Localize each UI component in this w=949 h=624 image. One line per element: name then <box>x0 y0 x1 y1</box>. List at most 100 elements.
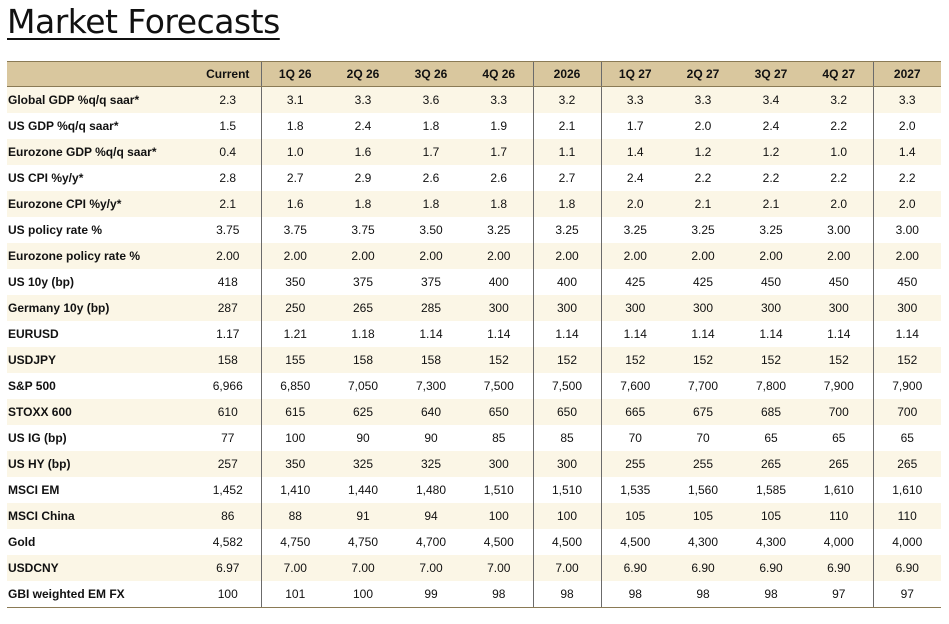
value-cell: 100 <box>465 503 533 529</box>
value-cell: 4,750 <box>329 529 397 555</box>
value-cell: 105 <box>737 503 805 529</box>
value-cell: 2.3 <box>195 86 261 113</box>
value-cell: 70 <box>669 425 737 451</box>
value-cell: 700 <box>805 399 873 425</box>
value-cell: 265 <box>805 451 873 477</box>
value-cell: 2.2 <box>805 165 873 191</box>
value-cell: 110 <box>872 503 941 529</box>
table-row: US HY (bp) 257 350 325 325 300 300 255 255 265 265… <box>7 451 941 477</box>
value-cell: 4,700 <box>397 529 465 555</box>
table-row: Global GDP %q/q saar* 2.3 3.1 3.3 3.6 3.3 3.2 3… <box>7 86 941 113</box>
table-row: US GDP %q/q saar* 1.5 1.8 2.4 1.8 1.9 2.1 1.7 2.… <box>7 113 941 139</box>
value-cell: 3.1 <box>260 86 329 113</box>
value-cell: 1.7 <box>397 139 465 165</box>
value-cell: 665 <box>600 399 669 425</box>
value-cell: 1.5 <box>195 113 261 139</box>
value-cell: 85 <box>532 425 601 451</box>
value-cell: 300 <box>465 451 533 477</box>
table-row: EURUSD 1.17 1.21 1.18 1.14 1.14 1.14 1.14 1.14 1.… <box>7 321 941 347</box>
row-label: STOXX 600 <box>7 399 195 425</box>
value-cell: 90 <box>397 425 465 451</box>
value-cell: 2.00 <box>805 243 873 269</box>
value-cell: 158 <box>329 347 397 373</box>
value-cell: 3.2 <box>805 86 873 113</box>
value-cell: 7,050 <box>329 373 397 399</box>
value-cell: 2.00 <box>397 243 465 269</box>
value-cell: 700 <box>872 399 941 425</box>
value-cell: 98 <box>532 581 601 608</box>
value-cell: 3.75 <box>195 217 261 243</box>
value-cell: 152 <box>600 347 669 373</box>
column-header-3q26: 3Q 26 <box>397 61 465 87</box>
row-label: USDCNY <box>7 555 195 581</box>
value-cell: 1.14 <box>737 321 805 347</box>
value-cell: 1.8 <box>397 191 465 217</box>
value-cell: 1.18 <box>329 321 397 347</box>
value-cell: 85 <box>465 425 533 451</box>
value-cell: 2.00 <box>532 243 601 269</box>
value-cell: 300 <box>805 295 873 321</box>
column-header-1q26: 1Q 26 <box>260 61 329 87</box>
value-cell: 2.0 <box>872 113 941 139</box>
value-cell: 2.00 <box>465 243 533 269</box>
value-cell: 650 <box>532 399 601 425</box>
value-cell: 265 <box>329 295 397 321</box>
table-row: Eurozone GDP %q/q saar* 0.4 1.0 1.6 1.7 1.7 1.… <box>7 139 941 165</box>
row-label: MSCI EM <box>7 477 195 503</box>
value-cell: 88 <box>260 503 329 529</box>
value-cell: 77 <box>195 425 261 451</box>
value-cell: 1,610 <box>872 477 941 503</box>
column-header-2027: 2027 <box>872 61 941 87</box>
value-cell: 285 <box>397 295 465 321</box>
value-cell: 6.97 <box>195 555 261 581</box>
column-header-2q26: 2Q 26 <box>329 61 397 87</box>
value-cell: 1.0 <box>260 139 329 165</box>
value-cell: 3.3 <box>600 86 669 113</box>
value-cell: 4,000 <box>805 529 873 555</box>
row-label: US policy rate % <box>7 217 195 243</box>
column-header-2026: 2026 <box>532 61 601 87</box>
value-cell: 3.25 <box>669 217 737 243</box>
table-header-row: Current 1Q 26 2Q 26 3Q 26 4Q 26 2026 1Q … <box>7 61 941 87</box>
value-cell: 3.4 <box>737 86 805 113</box>
value-cell: 2.00 <box>600 243 669 269</box>
value-cell: 400 <box>465 269 533 295</box>
value-cell: 625 <box>329 399 397 425</box>
value-cell: 1.6 <box>260 191 329 217</box>
table-row: US IG (bp) 77 100 90 90 85 85 70 70 65 65 65 <box>7 425 941 451</box>
value-cell: 1.7 <box>600 113 669 139</box>
value-cell: 98 <box>600 581 669 608</box>
value-cell: 4,500 <box>532 529 601 555</box>
value-cell: 675 <box>669 399 737 425</box>
row-label: US 10y (bp) <box>7 269 195 295</box>
value-cell: 300 <box>465 295 533 321</box>
value-cell: 2.9 <box>329 165 397 191</box>
value-cell: 152 <box>737 347 805 373</box>
value-cell: 2.00 <box>872 243 941 269</box>
value-cell: 152 <box>465 347 533 373</box>
value-cell: 100 <box>195 581 261 608</box>
value-cell: 70 <box>600 425 669 451</box>
value-cell: 2.2 <box>872 165 941 191</box>
value-cell: 152 <box>532 347 601 373</box>
value-cell: 1.2 <box>737 139 805 165</box>
table-row: Eurozone policy rate % 2.00 2.00 2.00 2.00 2.… <box>7 243 941 269</box>
row-label: US IG (bp) <box>7 425 195 451</box>
value-cell: 91 <box>329 503 397 529</box>
value-cell: 300 <box>737 295 805 321</box>
value-cell: 1.2 <box>669 139 737 165</box>
value-cell: 3.00 <box>872 217 941 243</box>
value-cell: 1,510 <box>465 477 533 503</box>
table-row: STOXX 600 610 615 625 640 650 650 665 675 685 700 7… <box>7 399 941 425</box>
value-cell: 3.3 <box>872 86 941 113</box>
value-cell: 98 <box>669 581 737 608</box>
value-cell: 1,440 <box>329 477 397 503</box>
row-label: Germany 10y (bp) <box>7 295 195 321</box>
value-cell: 2.2 <box>737 165 805 191</box>
value-cell: 86 <box>195 503 261 529</box>
value-cell: 1,535 <box>600 477 669 503</box>
row-label: EURUSD <box>7 321 195 347</box>
value-cell: 1.0 <box>805 139 873 165</box>
table-body: Global GDP %q/q saar* 2.3 3.1 3.3 3.6 3.3 3.2 3… <box>7 86 941 608</box>
value-cell: 255 <box>600 451 669 477</box>
